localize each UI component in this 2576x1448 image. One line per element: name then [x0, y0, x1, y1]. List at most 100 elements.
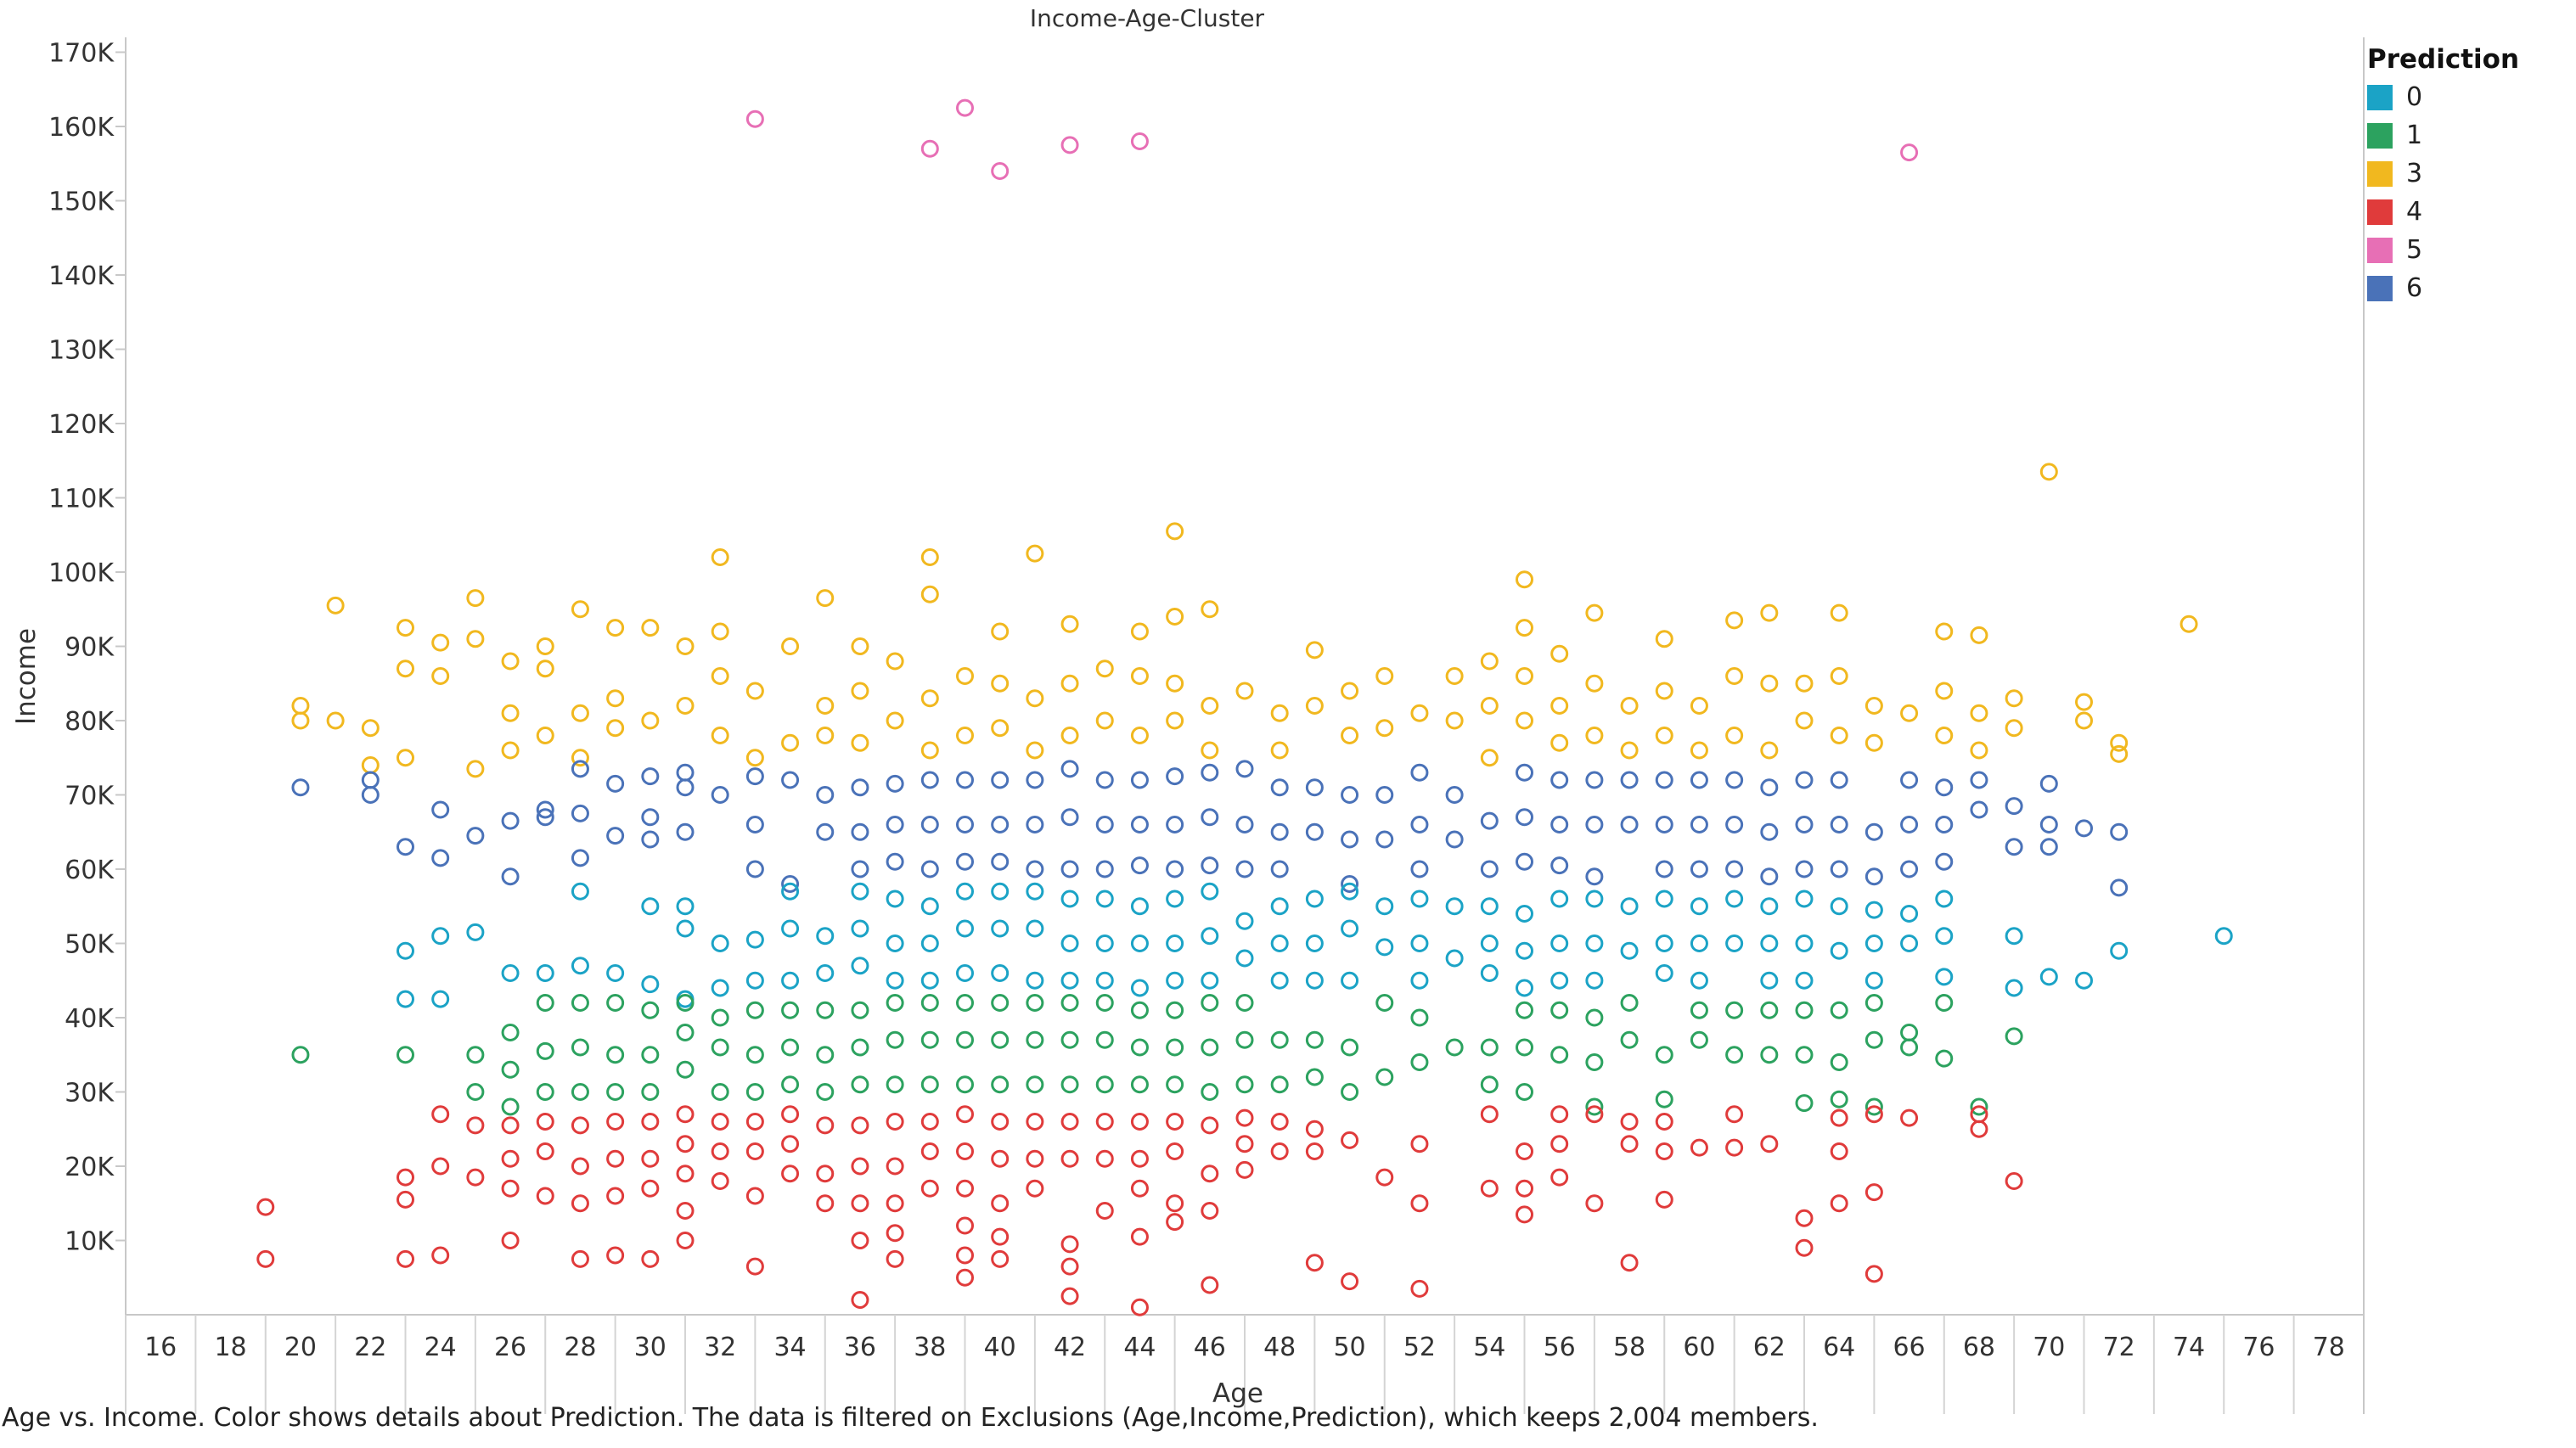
data-point[interactable]: [886, 652, 904, 671]
data-point[interactable]: [1655, 1113, 1673, 1131]
data-point[interactable]: [1760, 1046, 1779, 1064]
data-point[interactable]: [1130, 856, 1149, 875]
data-point[interactable]: [1935, 968, 1954, 986]
data-point[interactable]: [781, 1038, 800, 1057]
data-point[interactable]: [571, 1157, 589, 1176]
data-point[interactable]: [1445, 786, 1464, 804]
data-point[interactable]: [1410, 860, 1429, 878]
data-point[interactable]: [2039, 774, 2058, 793]
data-point[interactable]: [1970, 771, 1988, 789]
data-point[interactable]: [1865, 1105, 1883, 1124]
data-point[interactable]: [1305, 1254, 1324, 1272]
data-point[interactable]: [1480, 811, 1499, 830]
data-point[interactable]: [1095, 659, 1114, 678]
data-point[interactable]: [571, 1038, 589, 1057]
data-point[interactable]: [571, 1116, 589, 1135]
data-point[interactable]: [1480, 1075, 1499, 1094]
data-point[interactable]: [745, 971, 764, 990]
data-point[interactable]: [431, 849, 450, 867]
data-point[interactable]: [886, 994, 904, 1012]
data-point[interactable]: [1480, 964, 1499, 982]
data-point[interactable]: [1795, 1094, 1814, 1113]
data-point[interactable]: [711, 667, 729, 685]
data-point[interactable]: [711, 934, 729, 952]
data-point[interactable]: [536, 1187, 554, 1205]
data-point[interactable]: [1690, 971, 1708, 990]
data-point[interactable]: [536, 1041, 554, 1060]
data-point[interactable]: [1305, 1120, 1324, 1138]
data-point[interactable]: [1585, 1097, 1604, 1116]
data-point[interactable]: [1585, 674, 1604, 693]
data-point[interactable]: [397, 941, 414, 960]
data-point[interactable]: [1201, 741, 1219, 760]
data-point[interactable]: [1830, 1108, 1848, 1127]
data-point[interactable]: [1585, 1053, 1604, 1071]
data-point[interactable]: [1341, 727, 1359, 744]
data-point[interactable]: [1270, 778, 1289, 797]
data-point[interactable]: [1060, 615, 1079, 633]
data-point[interactable]: [641, 1046, 660, 1064]
data-point[interactable]: [1130, 727, 1149, 744]
data-point[interactable]: [536, 1113, 554, 1131]
data-point[interactable]: [1865, 971, 1883, 990]
data-point[interactable]: [1585, 816, 1604, 833]
data-point[interactable]: [361, 771, 380, 789]
data-point[interactable]: [1201, 971, 1219, 990]
data-point[interactable]: [1060, 136, 1079, 154]
data-point[interactable]: [1130, 979, 1149, 997]
data-point[interactable]: [1550, 1105, 1569, 1124]
data-point[interactable]: [501, 1024, 520, 1041]
data-point[interactable]: [536, 994, 554, 1012]
data-point[interactable]: [2039, 463, 2058, 481]
data-point[interactable]: [1201, 1276, 1219, 1294]
data-point[interactable]: [1690, 771, 1708, 789]
data-point[interactable]: [781, 1165, 800, 1183]
data-point[interactable]: [536, 1083, 554, 1101]
data-point[interactable]: [1130, 897, 1149, 916]
data-point[interactable]: [1516, 619, 1533, 637]
data-point[interactable]: [956, 771, 974, 789]
data-point[interactable]: [1585, 603, 1604, 622]
data-point[interactable]: [781, 1135, 800, 1153]
data-point[interactable]: [571, 804, 589, 822]
data-point[interactable]: [1865, 733, 1883, 752]
data-point[interactable]: [1655, 1090, 1673, 1108]
data-point[interactable]: [1935, 852, 1954, 871]
data-point[interactable]: [1970, 1097, 1988, 1116]
data-point[interactable]: [1305, 1068, 1324, 1086]
data-point[interactable]: [991, 1227, 1010, 1246]
data-point[interactable]: [676, 994, 695, 1012]
data-point[interactable]: [745, 682, 764, 700]
data-point[interactable]: [886, 1113, 904, 1131]
data-point[interactable]: [1095, 771, 1114, 789]
data-point[interactable]: [1480, 1179, 1499, 1198]
data-point[interactable]: [2110, 744, 2129, 763]
data-point[interactable]: [2039, 838, 2058, 856]
data-point[interactable]: [1305, 641, 1324, 659]
data-point[interactable]: [1026, 1075, 1044, 1094]
data-point[interactable]: [991, 674, 1010, 693]
data-point[interactable]: [816, 964, 835, 982]
data-point[interactable]: [501, 867, 520, 886]
data-point[interactable]: [1516, 941, 1533, 960]
data-point[interactable]: [1550, 816, 1569, 833]
data-point[interactable]: [711, 786, 729, 804]
data-point[interactable]: [1516, 1038, 1533, 1057]
data-point[interactable]: [1166, 971, 1184, 990]
data-point[interactable]: [851, 1001, 869, 1019]
data-point[interactable]: [1935, 1049, 1954, 1068]
data-point[interactable]: [1760, 674, 1779, 693]
data-point[interactable]: [397, 990, 414, 1008]
data-point[interactable]: [851, 1116, 869, 1135]
data-point[interactable]: [886, 1075, 904, 1094]
data-point[interactable]: [606, 1083, 625, 1101]
data-point[interactable]: [886, 774, 904, 793]
data-point[interactable]: [326, 596, 345, 615]
data-point[interactable]: [1900, 816, 1919, 833]
data-point[interactable]: [397, 838, 414, 856]
data-point[interactable]: [641, 808, 660, 827]
data-point[interactable]: [466, 589, 485, 608]
data-point[interactable]: [431, 667, 450, 685]
data-point[interactable]: [1655, 890, 1673, 908]
data-point[interactable]: [1795, 1001, 1814, 1019]
